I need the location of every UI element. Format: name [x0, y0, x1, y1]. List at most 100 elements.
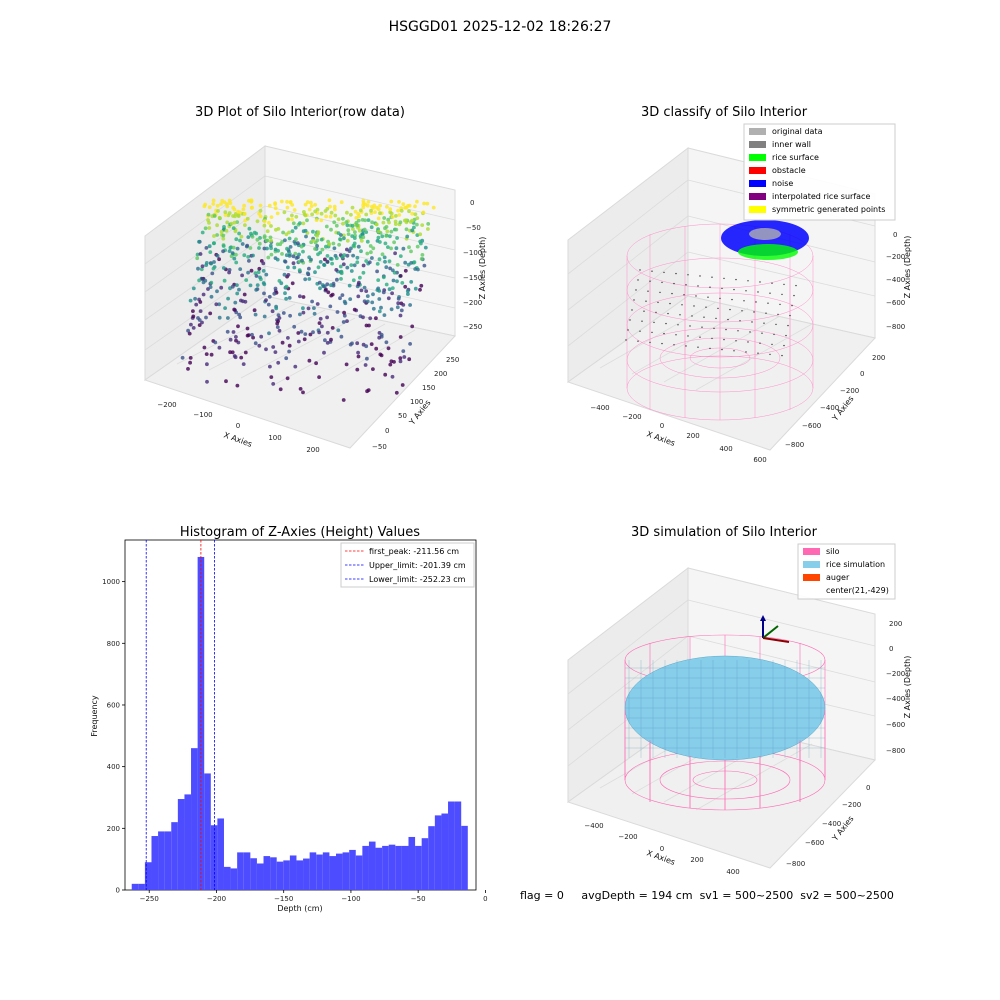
grid-point: [721, 287, 723, 290]
raw-point: [395, 305, 400, 310]
tick-label: 200: [306, 446, 319, 454]
tick-label: −150: [463, 274, 482, 282]
tick-label: 400: [726, 868, 739, 876]
raw-point: [191, 309, 195, 313]
tick-label: 50: [398, 412, 407, 420]
raw-point: [212, 260, 216, 264]
raw-point: [264, 347, 268, 352]
tick-label: 400: [107, 763, 120, 771]
panel-histogram: Histogram of Z-Axies (Height) Values −25…: [90, 525, 488, 913]
raw-point: [384, 234, 389, 238]
legend-label: auger: [826, 573, 850, 582]
raw-point: [399, 308, 404, 313]
raw-point: [344, 362, 349, 367]
raw-point: [216, 209, 220, 213]
histogram-bar: [177, 799, 185, 890]
classify-x-ticks: −400 −200 0 200 400 600: [590, 404, 766, 464]
grid-point: [649, 341, 651, 344]
raw-point: [275, 257, 280, 262]
raw-point: [312, 311, 317, 316]
raw-point: [246, 235, 251, 240]
raw-point: [224, 228, 229, 233]
raw-point: [224, 379, 228, 384]
histogram-bar: [309, 852, 317, 890]
raw-point: [397, 200, 401, 204]
raw-point: [375, 269, 379, 274]
raw-point: [408, 303, 412, 307]
raw-point: [398, 274, 403, 278]
raw-point: [198, 300, 203, 304]
raw-point: [261, 261, 266, 266]
raw-point: [390, 215, 395, 219]
raw-point: [264, 298, 268, 302]
raw-point: [298, 221, 302, 226]
grid-point: [757, 291, 759, 293]
raw-point: [342, 310, 346, 315]
raw-point: [340, 255, 345, 259]
histogram-title: Histogram of Z-Axies (Height) Values: [180, 525, 420, 540]
raw-point: [350, 341, 354, 346]
raw-point: [203, 202, 208, 207]
raw-point: [196, 266, 200, 271]
grid-point: [733, 350, 735, 352]
raw-point: [407, 245, 411, 250]
raw-point: [233, 355, 238, 360]
raw-point: [255, 237, 260, 242]
raw-point: [337, 242, 341, 247]
raw-point: [408, 342, 412, 346]
raw-point: [342, 236, 346, 241]
histogram-bar: [441, 813, 449, 890]
raw-point: [392, 240, 396, 245]
raw-point: [255, 219, 260, 224]
grid-point: [659, 291, 661, 294]
grid-point: [747, 280, 749, 282]
raw-point: [262, 246, 267, 251]
raw-point: [290, 203, 295, 207]
raw-point: [386, 296, 391, 301]
raw-point: [291, 221, 296, 226]
raw-point: [379, 353, 384, 358]
raw-point: [200, 264, 205, 269]
legend-label: obstacle: [772, 166, 806, 175]
grid-point: [679, 314, 681, 316]
raw-point: [200, 230, 205, 235]
grid-point: [651, 270, 653, 272]
raw-point: [410, 211, 415, 216]
raw-point: [238, 238, 242, 243]
raw-point: [242, 212, 247, 216]
legend-item: rice surface: [749, 153, 819, 162]
raw-point: [377, 289, 382, 293]
raw-point: [328, 256, 333, 261]
legend-label: Upper_limit: -201.39 cm: [369, 561, 466, 570]
raw-point: [345, 210, 349, 215]
status-footer: flag = 0 avgDepth = 194 cm sv1 = 500~250…: [520, 889, 894, 902]
raw-point: [212, 214, 217, 218]
raw-point: [280, 340, 285, 345]
raw-point: [384, 225, 389, 229]
raw-point: [238, 267, 243, 271]
raw-point: [369, 208, 373, 213]
histogram-legend: first_peak: -211.56 cm Upper_limit: -201…: [340, 542, 475, 588]
raw-point: [210, 271, 215, 276]
tick-label: −200: [207, 895, 226, 903]
raw-point: [228, 350, 233, 355]
grid-point: [775, 323, 777, 326]
raw-point: [298, 294, 302, 299]
raw-point: [332, 246, 337, 251]
raw-point: [403, 205, 407, 210]
raw-point: [206, 287, 210, 291]
grid-point: [629, 319, 631, 321]
raw-point: [318, 260, 323, 264]
simulation-x-ticks: −400 −200 0 200 400: [584, 822, 739, 876]
raw-point: [221, 244, 226, 248]
grid-point: [729, 308, 731, 311]
raw-point: [384, 340, 389, 345]
raw-point: [276, 313, 281, 317]
raw-point: [199, 267, 204, 272]
raw-point: [282, 210, 287, 215]
raw-point: [262, 223, 267, 228]
histogram-bar: [144, 862, 152, 890]
tick-label: −600: [886, 299, 905, 307]
grid-point: [753, 311, 755, 313]
raw-point: [280, 252, 284, 256]
